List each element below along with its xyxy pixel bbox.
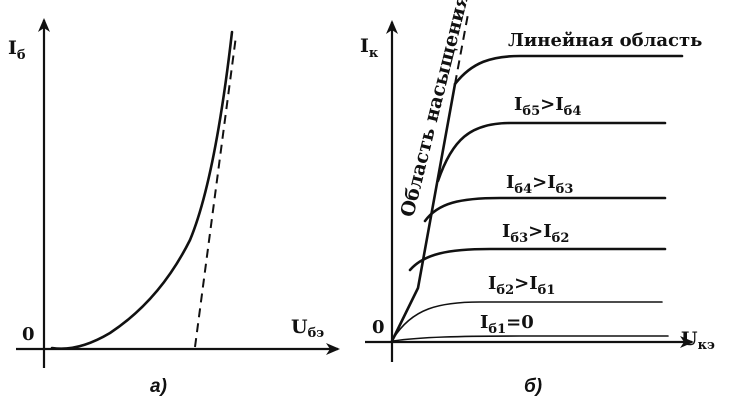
- input-characteristic-graph: Iб Uбэ 0 а): [8, 18, 340, 397]
- output-curve-ib4: [423, 196, 667, 223]
- right-y-axis-label: Iк: [360, 35, 379, 61]
- curve-label-ib1-zero: Iб1=0: [480, 312, 534, 337]
- output-curve-ib2: [392, 301, 663, 340]
- right-x-axis-label: Uкэ: [681, 328, 715, 353]
- output-curve-ib3: [408, 247, 667, 272]
- curve-label-ib3-ib2: Iб3>Iб2: [502, 221, 569, 246]
- curve-label-ib4-ib3: Iб4>Iб3: [506, 172, 573, 197]
- tangent-dashed-line: [194, 35, 237, 348]
- curve-label-ib5-ib4: Iб5>Iб4: [514, 94, 581, 119]
- left-x-axis-label: Uбэ: [291, 316, 324, 341]
- left-y-axis-label: Iб: [8, 37, 26, 63]
- curve-label-ib2-ib1: Iб2>Iб1: [488, 273, 555, 298]
- saturation-dashed-extension: [454, 13, 469, 85]
- caption-b: б): [524, 376, 542, 397]
- caption-a: а): [150, 376, 167, 397]
- saturation-boundary-line: [390, 82, 457, 343]
- input-characteristic-curve: [50, 30, 234, 350]
- output-curve-ib5: [436, 121, 667, 183]
- output-characteristic-graph: Iк Uкэ 0 Область насыщения Линейная обла…: [360, 0, 715, 397]
- linear-region-label: Линейная область: [508, 30, 702, 51]
- right-origin-label: 0: [372, 317, 385, 338]
- output-curve-ib1: [392, 335, 669, 342]
- output-curve-ib6: [453, 54, 684, 86]
- saturation-region-label: Область насыщения: [397, 0, 474, 219]
- left-origin-label: 0: [22, 324, 35, 345]
